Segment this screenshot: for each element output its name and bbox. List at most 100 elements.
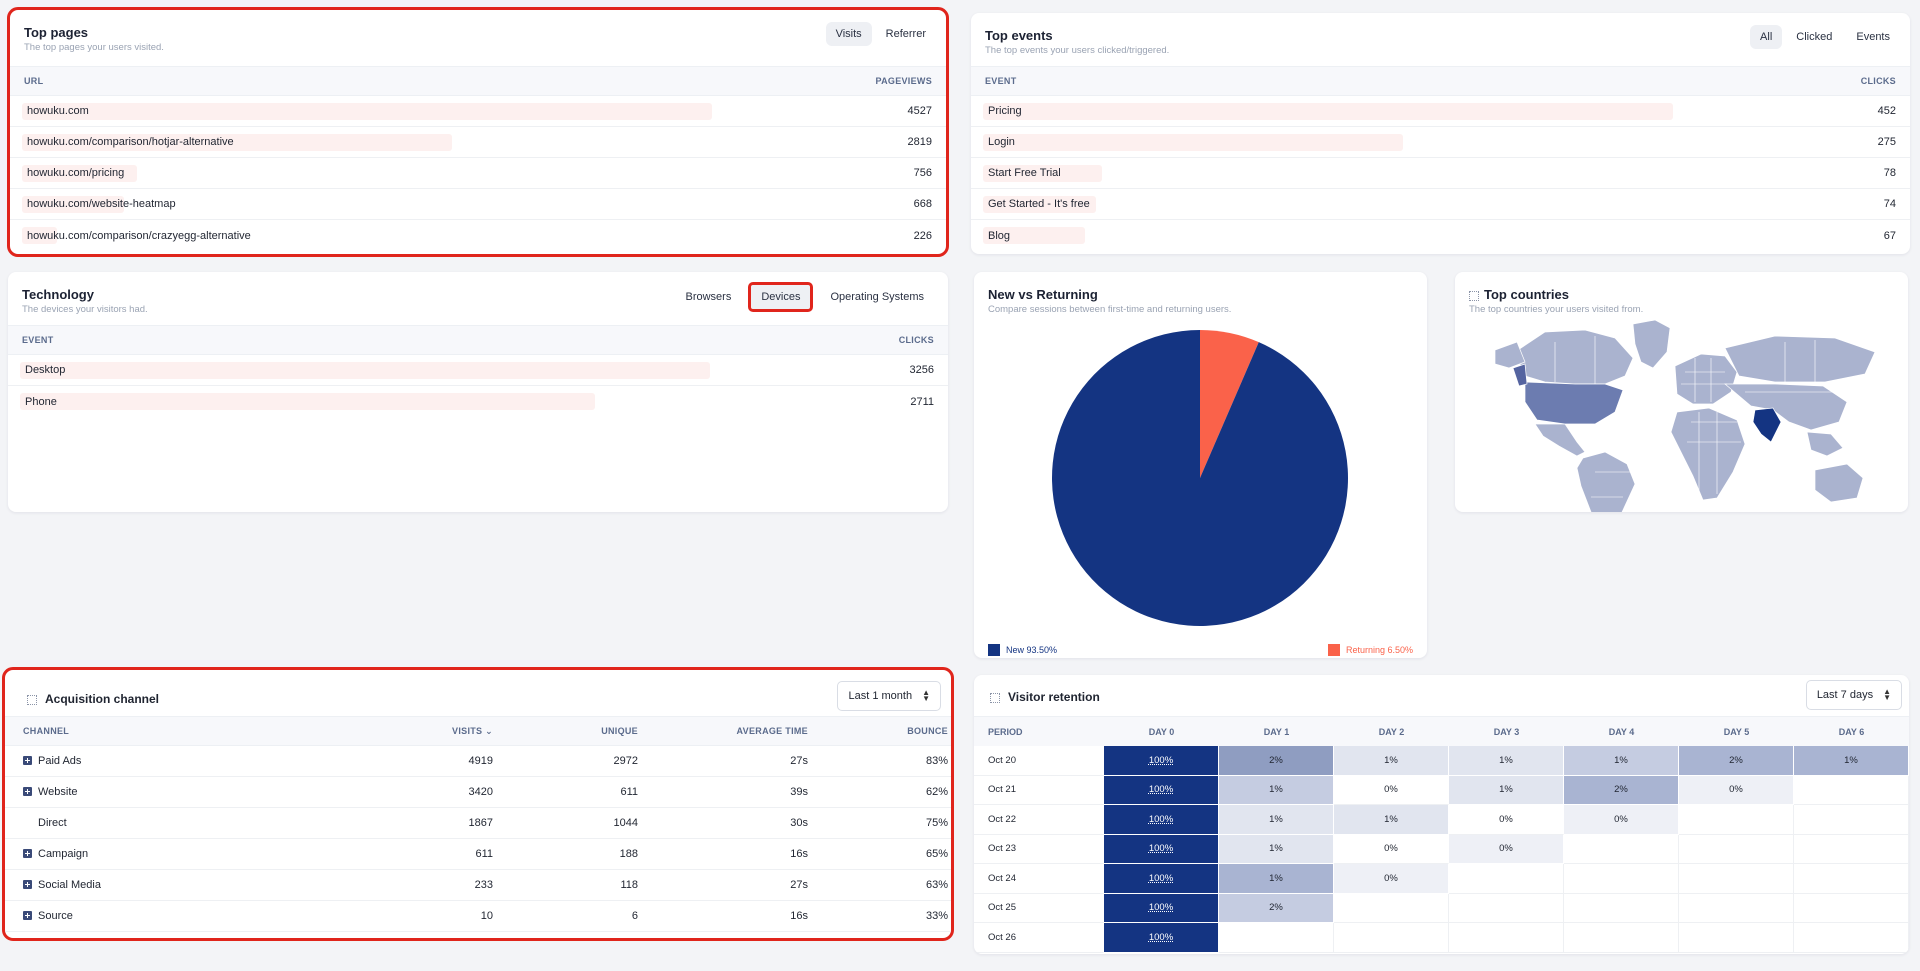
retention-cell[interactable]: 1% xyxy=(1449,746,1564,776)
list-item[interactable]: Phone 2711 xyxy=(8,386,948,417)
retention-cell[interactable]: 1% xyxy=(1334,746,1449,776)
tab-operating-systems[interactable]: Operating Systems xyxy=(830,291,924,303)
col-visits[interactable]: VISITS ⌄ xyxy=(323,726,493,737)
list-item[interactable]: Blog 67 xyxy=(971,220,1910,251)
retention-row: Oct 22 100% 1% 1% 0% 0% xyxy=(974,805,1909,835)
retention-header: Visitor retention xyxy=(990,690,1100,704)
channel-cell: Campaign xyxy=(23,848,323,860)
retention-cell[interactable]: 1% xyxy=(1219,805,1334,835)
retention-cell[interactable]: 100% xyxy=(1104,775,1219,805)
technology-header: Technology The devices your visitors had… xyxy=(22,287,148,315)
technology-card: Technology The devices your visitors had… xyxy=(8,272,948,512)
map-alaska xyxy=(1494,341,1526,369)
table-row[interactable]: Paid Ads 4919 2972 27s 83% xyxy=(5,746,951,777)
table-row[interactable]: Website 3420 611 39s 62% xyxy=(5,777,951,808)
retention-cell xyxy=(1564,864,1679,894)
expand-plus-icon[interactable] xyxy=(23,911,32,920)
retention-cell[interactable]: 100% xyxy=(1104,834,1219,864)
list-item[interactable]: howuku.com/comparison/crazyegg-alternati… xyxy=(10,220,946,251)
retention-row: Oct 21 100% 1% 0% 1% 2% 0% xyxy=(974,775,1909,805)
retention-cell[interactable]: 0% xyxy=(1449,805,1564,835)
list-item[interactable]: Start Free Trial 78 xyxy=(971,158,1910,189)
tab-events[interactable]: Events xyxy=(1856,31,1890,43)
expand-plus-icon[interactable] xyxy=(23,849,32,858)
new-vs-returning-card: New vs Returning Compare sessions betwee… xyxy=(974,272,1427,658)
list-item-label: Start Free Trial xyxy=(988,167,1061,179)
tab-visits[interactable]: Visits xyxy=(825,22,872,46)
expand-plus-icon[interactable] xyxy=(23,880,32,889)
retention-cell[interactable]: 2% xyxy=(1219,893,1334,923)
list-item[interactable]: howuku.com/pricing 756 xyxy=(10,158,946,189)
list-item[interactable]: Get Started - It's free 74 xyxy=(971,189,1910,220)
retention-cell[interactable]: 1% xyxy=(1564,746,1679,776)
retention-cell[interactable]: 100% xyxy=(1104,746,1219,776)
retention-cell xyxy=(1794,893,1909,923)
retention-cell[interactable]: 0% xyxy=(1679,775,1794,805)
retention-cell[interactable]: 0% xyxy=(1334,834,1449,864)
tab-browsers[interactable]: Browsers xyxy=(685,291,732,303)
list-item[interactable]: howuku.com 4527 xyxy=(10,96,946,127)
retention-cell xyxy=(1794,775,1909,805)
tab-all[interactable]: All xyxy=(1750,25,1783,49)
retention-cell[interactable]: 0% xyxy=(1564,805,1679,835)
retention-cell xyxy=(1334,893,1449,923)
average-time-cell: 30s xyxy=(790,817,808,829)
tab-clicked[interactable]: Clicked xyxy=(1796,31,1833,43)
retention-cell[interactable]: 100% xyxy=(1104,923,1219,953)
retention-range-select[interactable]: Last 7 days ▲ ▼ xyxy=(1805,680,1902,710)
retention-cell[interactable]: 2% xyxy=(1679,746,1794,776)
legend-new-swatch xyxy=(988,644,1000,656)
retention-row: Oct 24 100% 1% 0% xyxy=(974,864,1909,894)
table-row[interactable]: Source 10 6 16s 33% xyxy=(5,901,951,932)
pie-slice-returning[interactable] xyxy=(1200,330,1259,478)
unique-cell: 2972 xyxy=(613,755,638,767)
list-item[interactable]: Desktop 3256 xyxy=(8,355,948,386)
retention-cell[interactable]: 1% xyxy=(1219,864,1334,894)
retention-cell[interactable]: 1% xyxy=(1449,775,1564,805)
retention-table-header: PERIOD DAY 0 DAY 1 DAY 2 DAY 3 DAY 4 DAY 5 DAY … xyxy=(974,716,1909,746)
technology-rows: Desktop 3256 Phone 2711 xyxy=(8,355,948,417)
retention-cell[interactable]: 0% xyxy=(1334,864,1449,894)
retention-cell[interactable]: 1% xyxy=(1219,775,1334,805)
retention-cell[interactable]: 1% xyxy=(1334,805,1449,835)
pie-slice-new[interactable] xyxy=(1052,330,1348,626)
retention-cell[interactable]: 1% xyxy=(1794,746,1909,776)
expand-icon[interactable] xyxy=(1469,290,1479,301)
tab-devices[interactable]: Devices xyxy=(748,282,814,312)
bounce-cell: 83% xyxy=(925,755,948,767)
retention-period: Oct 24 xyxy=(974,864,1104,894)
retention-cell[interactable]: 2% xyxy=(1564,775,1679,805)
table-row[interactable]: Social Media 233 118 27s 63% xyxy=(5,870,951,901)
retention-cell[interactable]: 100% xyxy=(1104,805,1219,835)
retention-cell[interactable]: 100% xyxy=(1104,893,1219,923)
expand-plus-icon[interactable] xyxy=(23,756,32,765)
list-item[interactable]: Pricing 452 xyxy=(971,96,1910,127)
retention-cell[interactable]: 0% xyxy=(1449,834,1564,864)
retention-cell[interactable]: 1% xyxy=(1219,834,1334,864)
visitor-retention-card: Visitor retention Last 7 days ▲ ▼ PERIOD D… xyxy=(974,675,1909,954)
col-bounce: BOUNCE xyxy=(907,726,948,736)
table-row[interactable]: Direct 1867 1044 30s 75% xyxy=(5,808,951,839)
expand-plus-icon[interactable] xyxy=(23,787,32,796)
value-bar xyxy=(22,134,452,151)
list-item[interactable]: Login 275 xyxy=(971,127,1910,158)
nvr-pie-chart xyxy=(1052,330,1348,626)
list-item[interactable]: howuku.com/website-heatmap 668 xyxy=(10,189,946,220)
list-item-label: howuku.com/pricing xyxy=(27,167,125,179)
list-item[interactable]: howuku.com/comparison/hotjar-alternative… xyxy=(10,127,946,158)
retention-cell[interactable]: 2% xyxy=(1219,746,1334,776)
legend-returning-label: Returning 6.50% xyxy=(1345,645,1413,655)
table-row[interactable]: Campaign 611 188 16s 65% xyxy=(5,839,951,870)
list-item-label: Phone xyxy=(25,395,57,408)
map-russia xyxy=(1724,335,1876,383)
expand-icon[interactable] xyxy=(990,692,1000,703)
retention-cell[interactable]: 100% xyxy=(1104,864,1219,894)
expand-icon[interactable] xyxy=(27,694,37,705)
technology-subtitle: The devices your visitors had. xyxy=(22,304,148,315)
retention-col-header: DAY 2 xyxy=(1378,726,1405,737)
acquisition-range-select[interactable]: Last 1 month ▲ ▼ xyxy=(837,681,941,711)
retention-cell[interactable]: 0% xyxy=(1334,775,1449,805)
value-bar xyxy=(22,165,138,182)
tab-referrer[interactable]: Referrer xyxy=(885,28,926,40)
value-bar xyxy=(22,227,57,244)
